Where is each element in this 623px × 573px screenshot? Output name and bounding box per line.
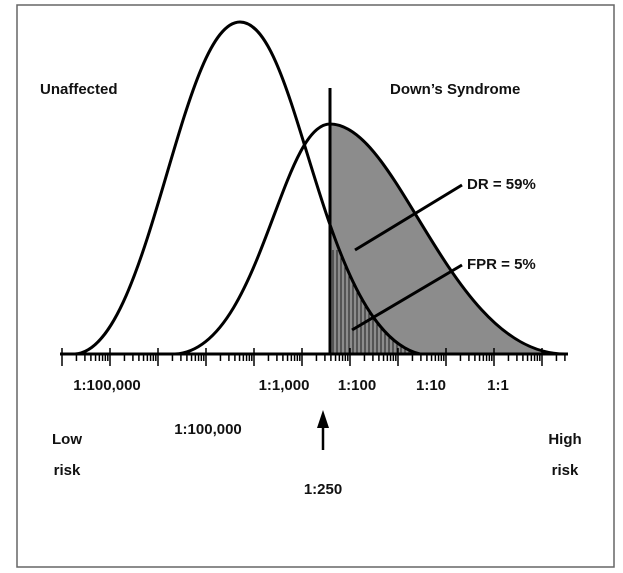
low-risk-label: Low: [52, 431, 82, 448]
axis-ticks: [61, 348, 566, 366]
fpr-label: FPR = 5%: [467, 256, 536, 273]
frame: [16, 4, 615, 568]
fpr-leader: [351, 263, 463, 332]
axis-tick-label: 1:1,000: [259, 377, 310, 394]
axis-tick-label: 1:100: [338, 377, 376, 394]
axis-tick-label: 1:10: [416, 377, 446, 394]
low-risk-label: risk: [54, 462, 81, 479]
high-risk-label: High: [548, 431, 581, 448]
cutoff-label: 1:250: [304, 481, 342, 498]
lower-tick-label: 1:100,000: [174, 421, 242, 438]
unaffected-label: Unaffected: [40, 81, 118, 98]
unaffected-curve: [74, 20, 421, 356]
cutoff-arrowhead: [317, 410, 329, 428]
axis-tick-label: 1:1: [487, 377, 509, 394]
high-risk-label: risk: [552, 462, 579, 479]
axis-tick-label: 1:100,000: [73, 377, 141, 394]
detection-area: [330, 124, 565, 354]
dr-leader: [354, 183, 463, 252]
dr-label: DR = 59%: [467, 176, 536, 193]
downs-label: Down’s Syndrome: [390, 81, 520, 98]
